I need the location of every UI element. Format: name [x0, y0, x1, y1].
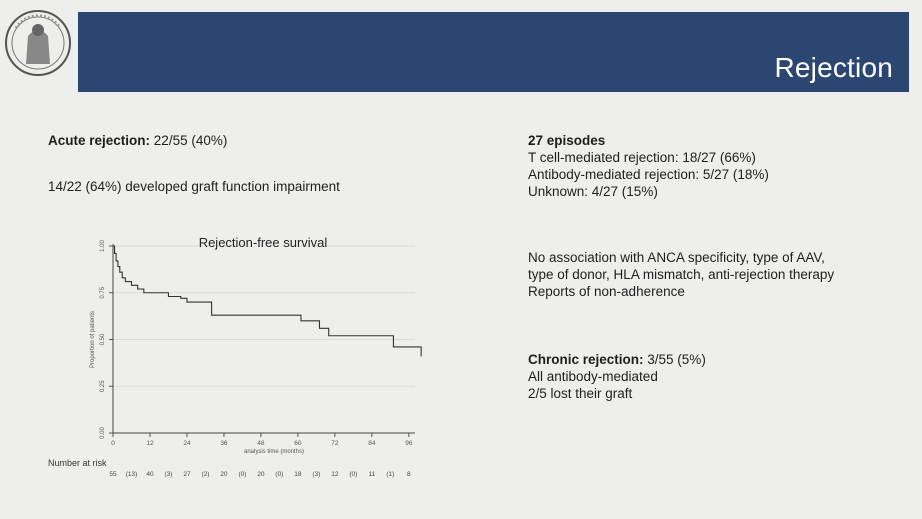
risk-table-value: (3) [164, 471, 172, 478]
risk-table-value: 55 [109, 471, 117, 478]
x-tick-label: 24 [183, 440, 191, 447]
chart-title: Rejection-free survival [199, 235, 328, 250]
episodes-heading: 27 episodes [528, 133, 606, 148]
chronic-rejection-line: Chronic rejection: 3/55 (5%) [528, 351, 706, 368]
y-tick-label: 1.00 [100, 240, 106, 252]
risk-table-value: (0) [349, 471, 357, 478]
x-tick-label: 96 [405, 440, 413, 447]
x-tick-label: 48 [257, 440, 265, 447]
acute-rejection-label: Acute rejection: [48, 133, 151, 148]
x-tick-label: 72 [331, 440, 339, 447]
x-tick-label: 0 [111, 440, 115, 447]
association-line: No association with ANCA specificity, ty… [528, 250, 825, 265]
title-banner: Rejection [78, 12, 909, 92]
x-tick-label: 84 [368, 440, 376, 447]
risk-table-value: 20 [220, 471, 228, 478]
graft-impairment-text: 14/22 (64%) developed graft function imp… [48, 179, 340, 194]
y-tick-label: 0.50 [100, 333, 106, 345]
y-tick-label: 0.75 [100, 286, 106, 298]
risk-table-value: (3) [312, 471, 320, 478]
risk-table-value: 18 [294, 471, 302, 478]
episode-line: T cell-mediated rejection: 18/27 (66%) [528, 150, 756, 165]
risk-table-value: 20 [257, 471, 265, 478]
risk-table-value: (0) [238, 471, 246, 478]
university-seal-icon [5, 10, 71, 76]
risk-table-value: 27 [183, 471, 191, 478]
episode-line: Unknown: 4/27 (15%) [528, 184, 658, 199]
risk-table-value: 8 [407, 471, 411, 478]
page-title: Rejection [774, 52, 893, 83]
y-tick-label: 0.00 [100, 427, 106, 439]
risk-table-value: (0) [275, 471, 283, 478]
chronic-rejection-label: Chronic rejection: [528, 352, 644, 367]
risk-table-label: Number at risk [48, 458, 107, 468]
chronic-rejection-value: 3/55 (5%) [647, 352, 706, 367]
x-tick-label: 12 [146, 440, 154, 447]
risk-table-value: (13) [126, 471, 138, 478]
risk-table-value: 40 [146, 471, 154, 478]
y-tick-label: 0.25 [100, 380, 106, 392]
association-line: type of donor, HLA mismatch, anti-reject… [528, 267, 835, 282]
survival-step-line [113, 245, 422, 357]
chronic-detail-line: 2/5 lost their graft [528, 386, 633, 401]
risk-table-value: 11 [368, 471, 375, 478]
risk-table-value: (1) [386, 471, 394, 478]
x-axis-label: analysis time (months) [244, 449, 304, 455]
acute-rejection-value: 22/55 (40%) [153, 133, 228, 148]
chart-gridlines [113, 245, 415, 434]
x-tick-label: 60 [294, 440, 302, 447]
chart-series [113, 245, 422, 357]
episode-line: Antibody-mediated rejection: 5/27 (18%) [528, 167, 769, 182]
chart-labels: 0.00 0.25 0.50 0.75 1.00 0 12 24 36 48 60 72 84 96 ana… [48, 235, 413, 478]
risk-table-value: 12 [331, 471, 339, 478]
chronic-detail-line: All antibody-mediated [528, 369, 658, 384]
chart-axes [109, 244, 415, 437]
acute-rejection-line: Acute rejection: 22/55 (40%) [48, 132, 227, 149]
risk-table-value: (2) [201, 471, 209, 478]
y-axis-label: Proportion of patients [90, 311, 96, 368]
association-line: Reports of non-adherence [528, 284, 685, 299]
x-tick-label: 36 [220, 440, 228, 447]
